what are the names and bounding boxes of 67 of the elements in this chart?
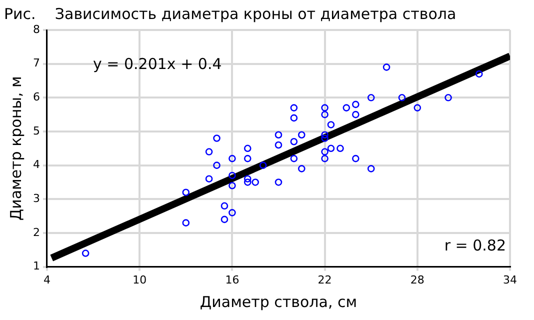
point [342,104,350,112]
x-tick-label: 4 [44,273,50,286]
point [321,148,328,156]
point [321,134,328,142]
point [228,209,236,216]
point [382,64,390,71]
x-tick-label: 34 [503,273,517,286]
point [220,202,228,210]
point [290,114,298,122]
point [475,70,483,78]
point [352,154,360,162]
point [290,104,298,112]
y-tick-label: 6 [33,90,40,104]
point [205,148,213,156]
point [274,178,282,186]
point [274,141,282,149]
point [274,131,282,139]
point [298,165,306,172]
x-tick-label: 16 [225,273,240,286]
point [228,154,236,162]
y-tick-label: 7 [33,56,40,70]
point [367,165,375,172]
point [321,154,328,162]
point [259,162,267,169]
point [321,110,328,118]
point [213,162,220,169]
y-tick-label: 3 [33,192,40,205]
point [321,131,328,139]
point [228,172,236,180]
point [220,216,228,224]
point [290,154,298,162]
y-axis-title: Диаметр кроны, м [6,76,25,221]
x-tick-label: 10 [132,273,147,286]
point [82,250,90,257]
point [213,134,220,142]
point [327,144,335,152]
x-tick-label: 22 [318,273,332,286]
point [182,219,190,226]
x-tick-label: 28 [410,273,424,286]
point [321,104,328,112]
point [244,178,252,186]
point [352,110,360,118]
point [290,138,298,146]
annotation: r = 0.82 [444,236,506,255]
point [444,94,452,102]
point [182,188,190,196]
annotation: y = 0.201x + 0.4 [93,54,222,73]
x-axis-title: Диаметр ствола, см [200,292,358,311]
point [244,144,252,152]
point [244,175,252,182]
y-tick-label: 8 [33,22,40,36]
y-tick-label: 1 [33,260,40,273]
y-tick-label: 2 [33,226,40,239]
point [252,178,259,186]
point [327,121,335,128]
point [367,94,375,102]
point [398,94,406,102]
point [228,182,236,190]
y-tick-label: 4 [33,158,40,172]
point [205,175,213,182]
point [352,100,360,108]
point [298,131,306,139]
point [336,144,344,152]
chart-title: Рис. Зависимость диаметра кроны от диаметра ствола [4,4,456,23]
point [414,104,422,112]
point [244,154,252,162]
y-tick-label: 5 [33,124,40,138]
